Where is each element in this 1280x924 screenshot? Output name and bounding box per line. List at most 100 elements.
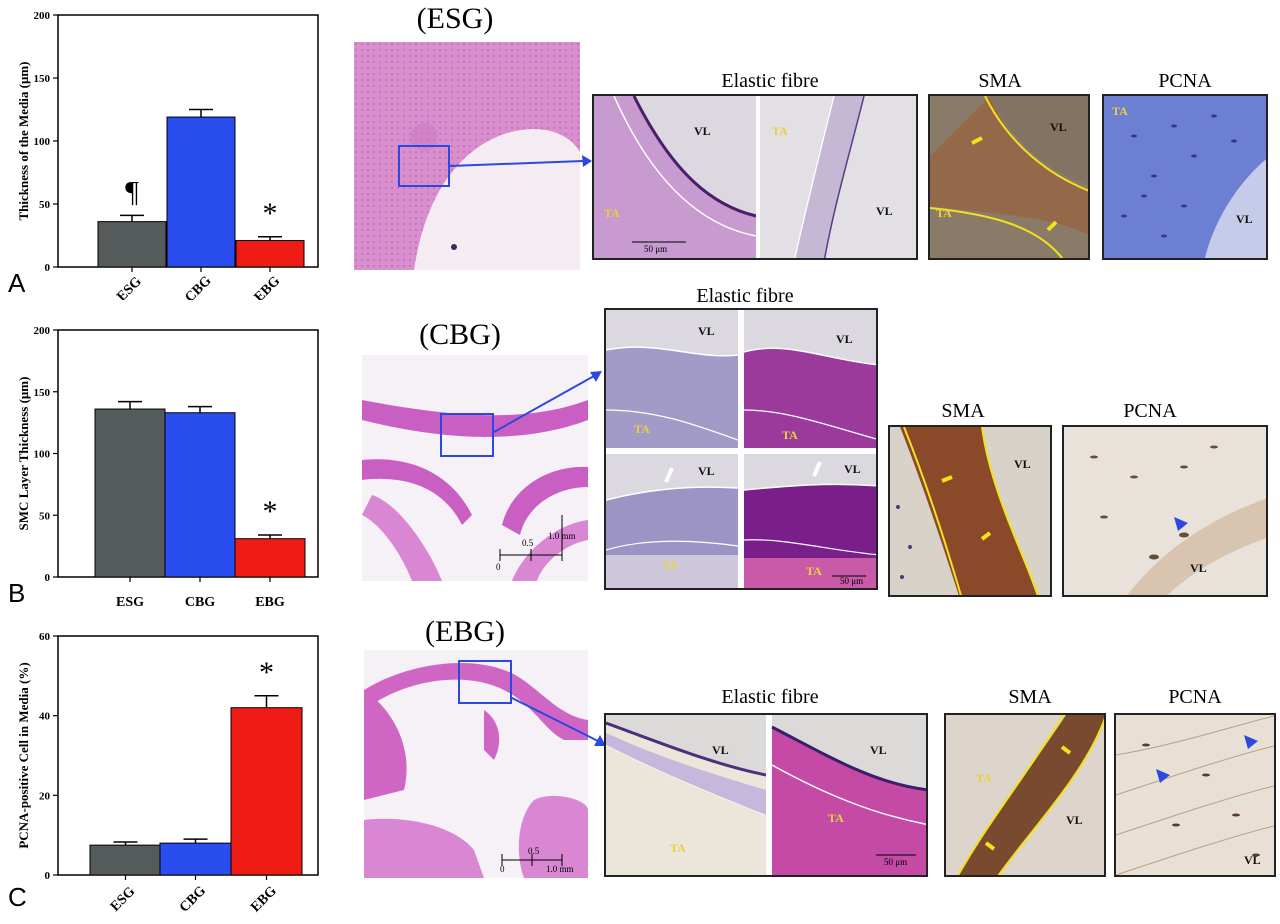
esg-sma-ta: TA xyxy=(936,206,952,220)
chart-c-xlabel-ebg: EBG xyxy=(248,884,280,916)
cbg-elastic-vl-1: VL xyxy=(698,324,715,338)
chart-a-annotation-esg: ¶ xyxy=(125,175,139,208)
chart-b-xlabel-ebg: EBG xyxy=(255,595,285,610)
cbg-pcna-image: VL xyxy=(1062,425,1268,597)
panel-label-b: B xyxy=(8,578,26,608)
ebg-elastic-vl-1: VL xyxy=(712,743,729,757)
chart-c-ytick-label-40: 40 xyxy=(39,711,51,723)
esg-elastic-ta-1: TA xyxy=(604,206,620,220)
group-title-ebg: (EBG) xyxy=(425,615,505,648)
chart-c: 0 20 40 60 PCNA-positive Cell in Media (%) ES… xyxy=(16,631,319,916)
chart-b-ytick-label-0: 0 xyxy=(45,572,51,584)
cbg-sma-image: VL xyxy=(888,425,1052,597)
cbg-elastic-vl-4: VL xyxy=(844,462,861,476)
cbg-sma-vl: VL xyxy=(1014,457,1031,471)
chart-c-ytick-label-0: 0 xyxy=(45,870,51,882)
chart-a-ylabel: Thickness of the Media (μm) xyxy=(16,61,31,220)
cbg-elastic-ta-2: TA xyxy=(782,428,798,442)
ebg-elastic-ta-1: TA xyxy=(670,841,686,855)
chart-a-xlabel-cbg: CBG xyxy=(182,273,214,300)
chart-c-xlabel-cbg: CBG xyxy=(177,883,209,915)
esg-zoom-box xyxy=(398,145,450,187)
ebg-elastic-scalebar: 50 μm xyxy=(884,857,908,867)
panel-label-a: A xyxy=(8,268,26,298)
esg-sma-image: VL TA xyxy=(928,94,1090,260)
chart-c-ylabel: PCNA-positive Cell in Media (%) xyxy=(16,662,31,848)
chart-a-bar-ebg xyxy=(235,240,305,268)
esg-elastic-vl-1: VL xyxy=(694,124,711,138)
chart-a-ytick-label-200: 200 xyxy=(34,10,51,22)
cbg-elastic-vl-3: VL xyxy=(698,464,715,478)
cbg-scale-zero: 0 xyxy=(496,562,501,572)
chart-c-bar-esg xyxy=(89,844,162,876)
ebg-sma-vl: VL xyxy=(1066,813,1083,827)
cbg-pcna-title: PCNA xyxy=(1123,400,1177,422)
cbg-elastic-title: Elastic fibre xyxy=(696,285,794,307)
ebg-elastic-image: VL TA VL TA 50 μm xyxy=(604,713,928,877)
chart-a-bar-cbg xyxy=(166,116,236,268)
ebg-elastic-vl-2: VL xyxy=(870,743,887,757)
esg-pcna-vl: VL xyxy=(1236,212,1253,226)
esg-pcna-title: PCNA xyxy=(1158,70,1212,92)
esg-pcna-ta: TA xyxy=(1112,104,1128,118)
esg-elastic-ta-2: TA xyxy=(772,124,788,138)
cbg-zoom-box xyxy=(440,413,494,457)
cbg-sma-title: SMA xyxy=(941,400,985,422)
chart-a-ytick-label-0: 0 xyxy=(45,262,51,274)
chart-b-ytick-label-100: 100 xyxy=(34,449,51,461)
esg-pcna-image: TA VL xyxy=(1102,94,1268,260)
chart-b-bar-ebg xyxy=(234,538,306,578)
group-title-esg: (ESG) xyxy=(416,2,494,35)
chart-b-xlabel-esg: ESG xyxy=(116,595,144,610)
ebg-scale-half: 0.5 xyxy=(528,846,540,856)
esg-elastic-vl-2: VL xyxy=(876,204,893,218)
cbg-elastic-image: VL TA VL TA VL TA VL TA 50 μm xyxy=(604,308,878,590)
cbg-elastic-scalebar: 50 μm xyxy=(840,576,864,586)
ebg-elastic-title: Elastic fibre xyxy=(721,686,819,708)
chart-a-ytick-label-150: 150 xyxy=(34,73,51,85)
chart-b-ytick-label-150: 150 xyxy=(34,387,51,399)
esg-elastic-title: Elastic fibre xyxy=(721,70,819,92)
ebg-elastic-ta-2: TA xyxy=(828,811,844,825)
ebg-pcna-image: VL xyxy=(1114,713,1276,877)
ebg-scale-zero: 0 xyxy=(500,864,505,874)
esg-zoom-arrow xyxy=(450,155,592,167)
cbg-elastic-ta-3: TA xyxy=(662,558,678,572)
chart-a-xlabel-esg: ESG xyxy=(114,274,144,300)
chart-b-bar-cbg xyxy=(164,412,236,578)
chart-b: 0 50 100 150 200 SMC Layer Thickness (μm) ESG C… xyxy=(16,325,319,610)
chart-b-bar-esg xyxy=(94,408,166,578)
esg-elastic-image: VL TA 50 μm TA VL xyxy=(592,94,918,260)
chart-a-xlabel-ebg: EBG xyxy=(252,274,284,300)
chart-a-bar-esg xyxy=(97,221,167,268)
cbg-elastic-ta-4: TA xyxy=(806,564,822,578)
cbg-overview-image: 0 0.5 1.0 mm xyxy=(362,355,588,581)
cbg-elastic-vl-2: VL xyxy=(836,332,853,346)
chart-b-ytick-label-200: 200 xyxy=(34,325,51,337)
esg-overview-image xyxy=(354,42,580,270)
chart-a-annotation-ebg: * xyxy=(263,197,278,230)
cbg-pcna-vl: VL xyxy=(1190,561,1207,575)
chart-c-xlabel-esg: ESG xyxy=(108,884,138,914)
chart-b-ylabel: SMC Layer Thickness (μm) xyxy=(16,377,31,531)
ebg-zoom-arrow xyxy=(510,696,606,746)
ebg-sma-title: SMA xyxy=(1008,686,1052,708)
ebg-overview-image: 0 0.5 1.0 mm xyxy=(364,650,588,878)
chart-c-ytick-label-60: 60 xyxy=(39,631,51,643)
cbg-zoom-arrow xyxy=(494,371,602,433)
ebg-pcna-vl: VL xyxy=(1244,853,1261,867)
chart-c-ytick-label-20: 20 xyxy=(39,790,51,802)
cbg-scale-mm: 1.0 mm xyxy=(548,531,576,541)
chart-c-bar-ebg xyxy=(230,707,303,876)
panel-label-c: C xyxy=(8,882,27,912)
group-title-cbg: (CBG) xyxy=(419,318,501,351)
chart-c-bar-cbg xyxy=(159,842,232,876)
chart-a-ytick-label-100: 100 xyxy=(34,136,51,148)
chart-c-annotation-ebg: * xyxy=(259,656,274,689)
chart-a: 0 50 100 150 200 Thickness of the Media (μm) ¶… xyxy=(16,10,319,300)
ebg-sma-ta: TA xyxy=(976,771,992,785)
ebg-zoom-box xyxy=(458,660,512,704)
cbg-scale-half: 0.5 xyxy=(522,538,534,548)
chart-b-xlabel-cbg: CBG xyxy=(185,595,215,610)
ebg-scale-mm: 1.0 mm xyxy=(546,864,574,874)
